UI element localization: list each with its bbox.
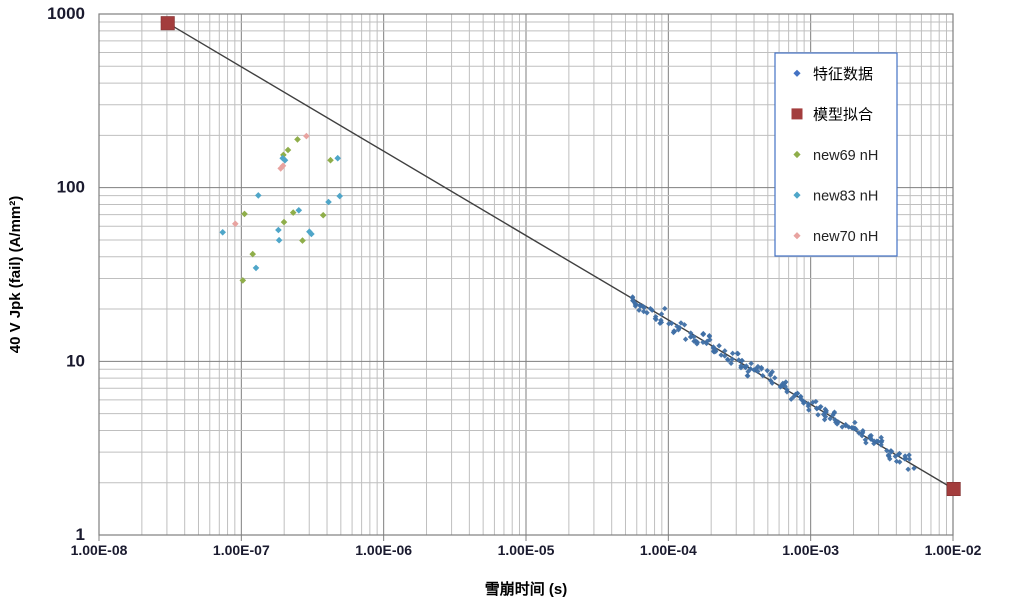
svg-text:1.00E-02: 1.00E-02 bbox=[925, 542, 982, 558]
svg-text:雪崩时间 (s): 雪崩时间 (s) bbox=[485, 580, 568, 598]
svg-text:1.00E-06: 1.00E-06 bbox=[355, 542, 412, 558]
svg-text:1.00E-03: 1.00E-03 bbox=[782, 542, 839, 558]
svg-text:new83 nH: new83 nH bbox=[813, 189, 878, 205]
svg-text:1.00E-05: 1.00E-05 bbox=[498, 542, 555, 558]
svg-text:1.00E-07: 1.00E-07 bbox=[213, 542, 270, 558]
svg-text:1.00E-08: 1.00E-08 bbox=[71, 542, 128, 558]
svg-text:1.00E-04: 1.00E-04 bbox=[640, 542, 697, 558]
svg-text:40 V Jpk (fail) (A/mm²): 40 V Jpk (fail) (A/mm²) bbox=[7, 196, 24, 354]
svg-text:模型拟合: 模型拟合 bbox=[813, 106, 873, 123]
svg-text:1000: 1000 bbox=[47, 4, 85, 23]
svg-text:特征数据: 特征数据 bbox=[813, 66, 873, 83]
svg-text:10: 10 bbox=[66, 351, 85, 370]
svg-text:new69 nH: new69 nH bbox=[813, 148, 878, 164]
svg-text:new70 nH: new70 nH bbox=[813, 229, 878, 245]
svg-text:100: 100 bbox=[57, 178, 85, 197]
